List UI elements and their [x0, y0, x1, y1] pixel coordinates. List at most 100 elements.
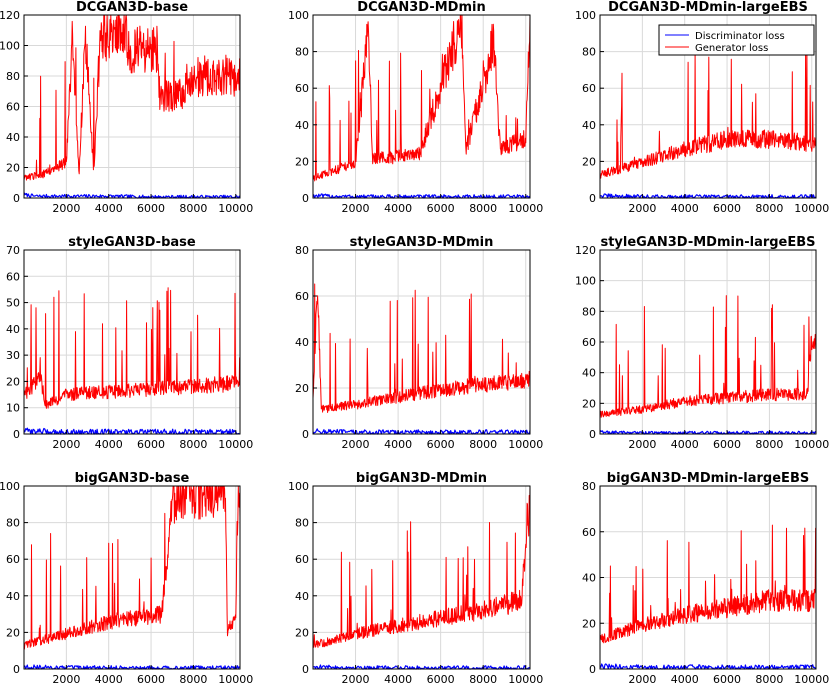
- chart-title: bigGAN3D-MDmin: [356, 471, 487, 486]
- x-tick-label: 6000: [427, 202, 455, 215]
- x-tick-label: 10000: [218, 202, 253, 215]
- y-tick-label: 120: [575, 244, 596, 257]
- x-tick-label: 8000: [179, 438, 207, 451]
- x-tick-label: 8000: [755, 673, 783, 684]
- x-tick-label: 4000: [384, 673, 412, 684]
- discriminator-loss-line: [312, 193, 531, 199]
- x-tick-label: 6000: [713, 202, 741, 215]
- x-tick-label: 2000: [52, 438, 80, 451]
- x-tick-label: 10000: [218, 438, 253, 451]
- x-tick-label: 4000: [95, 202, 123, 215]
- x-tick-label: 10000: [218, 673, 253, 684]
- y-tick-label: 40: [295, 590, 309, 603]
- x-tick-label: 6000: [137, 202, 165, 215]
- y-tick-label: 100: [575, 9, 596, 22]
- plot-area: [24, 250, 240, 434]
- y-tick-label: 100: [0, 480, 20, 493]
- x-tick-label: 2000: [342, 438, 370, 451]
- x-tick-label: 10000: [508, 202, 543, 215]
- x-tick-label: 4000: [671, 202, 699, 215]
- axes-frame: [312, 485, 531, 670]
- x-tick-label: 8000: [755, 202, 783, 215]
- y-tick-label: 0: [589, 192, 596, 205]
- axes-frame: [599, 14, 817, 199]
- y-tick-label: 0: [302, 663, 309, 676]
- x-tick-label: 6000: [427, 438, 455, 451]
- x-tick-label: 10000: [508, 673, 543, 684]
- y-tick-label: 40: [582, 367, 596, 380]
- x-tick-label: 4000: [384, 202, 412, 215]
- y-tick-label: 40: [6, 590, 20, 603]
- y-tick-label: 0: [589, 663, 596, 676]
- chart-title: DCGAN3D-MDmin-largeEBS: [608, 0, 808, 15]
- chart-panel: styleGAN3D-base 2000 4000 6000 8000 10000 0 10 2…: [6, 235, 253, 451]
- y-tick-label: 100: [0, 40, 20, 53]
- y-tick-label: 20: [6, 375, 20, 388]
- y-tick-label: 0: [13, 192, 20, 205]
- y-tick-label: 30: [6, 349, 20, 362]
- discriminator-loss-line: [599, 430, 817, 435]
- chart-panel: DCGAN3D-base 2000 4000 6000 8000 10000 0 20 40 60…: [0, 0, 253, 215]
- y-tick-label: 80: [582, 305, 596, 318]
- y-tick-label: 0: [589, 428, 596, 441]
- y-tick-label: 80: [295, 244, 309, 257]
- y-tick-label: 70: [6, 244, 20, 257]
- x-tick-label: 10000: [794, 438, 829, 451]
- chart-panel: styleGAN3D-MDmin 2000 4000 6000 8000 10000 0 20…: [295, 235, 543, 451]
- x-tick-label: 10000: [794, 673, 829, 684]
- axes-frame: [23, 249, 241, 435]
- x-tick-label: 10000: [508, 438, 543, 451]
- y-tick-label: 20: [582, 155, 596, 168]
- x-tick-label: 6000: [713, 673, 741, 684]
- y-tick-label: 120: [0, 9, 20, 22]
- plot-area: [24, 486, 240, 669]
- chart-title: DCGAN3D-base: [76, 0, 188, 15]
- x-tick-label: 2000: [342, 202, 370, 215]
- x-tick-label: 2000: [628, 673, 656, 684]
- x-tick-label: 6000: [137, 673, 165, 684]
- y-tick-label: 40: [582, 119, 596, 132]
- x-tick-label: 2000: [52, 202, 80, 215]
- y-tick-label: 50: [6, 297, 20, 310]
- y-tick-label: 10: [6, 402, 20, 415]
- y-tick-label: 40: [295, 119, 309, 132]
- discriminator-loss-line: [313, 664, 531, 670]
- x-tick-label: 4000: [384, 438, 412, 451]
- x-tick-label: 8000: [755, 438, 783, 451]
- y-tick-label: 20: [295, 382, 309, 395]
- y-tick-label: 60: [582, 336, 596, 349]
- y-tick-label: 80: [295, 46, 309, 59]
- y-tick-label: 20: [582, 397, 596, 410]
- y-tick-label: 100: [575, 275, 596, 288]
- y-tick-label: 20: [295, 155, 309, 168]
- y-tick-label: 80: [295, 517, 309, 530]
- chart-panel: DCGAN3D-MDmin 2000 4000 6000 8000 10000 0 20 40 6…: [288, 0, 543, 215]
- y-tick-label: 60: [6, 270, 20, 283]
- generator-loss-line: [599, 524, 817, 644]
- y-tick-label: 0: [302, 192, 309, 205]
- x-tick-label: 2000: [52, 673, 80, 684]
- chart-title: DCGAN3D-MDmin: [357, 0, 485, 15]
- generator-loss-line: [23, 287, 241, 409]
- chart-title: styleGAN3D-MDmin-largeEBS: [600, 235, 815, 250]
- y-tick-label: 60: [582, 526, 596, 539]
- x-tick-label: 8000: [179, 202, 207, 215]
- generator-loss-line: [23, 485, 241, 650]
- x-tick-label: 8000: [469, 673, 497, 684]
- y-tick-label: 80: [6, 70, 20, 83]
- x-tick-label: 8000: [469, 202, 497, 215]
- axes-frame: [312, 14, 531, 199]
- chart-panel: bigGAN3D-MDmin-largeEBS 2000 4000 6000 8000 1…: [582, 471, 829, 684]
- y-tick-label: 40: [295, 336, 309, 349]
- y-tick-label: 60: [295, 553, 309, 566]
- chart-title: bigGAN3D-MDmin-largeEBS: [607, 471, 809, 486]
- y-tick-label: 80: [582, 480, 596, 493]
- chart-panel: bigGAN3D-MDmin 2000 4000 6000 8000 10000 0 20 40…: [288, 471, 543, 684]
- x-tick-label: 2000: [342, 673, 370, 684]
- generator-loss-line: [23, 14, 241, 181]
- y-tick-label: 0: [13, 428, 20, 441]
- axes-frame: [23, 485, 241, 670]
